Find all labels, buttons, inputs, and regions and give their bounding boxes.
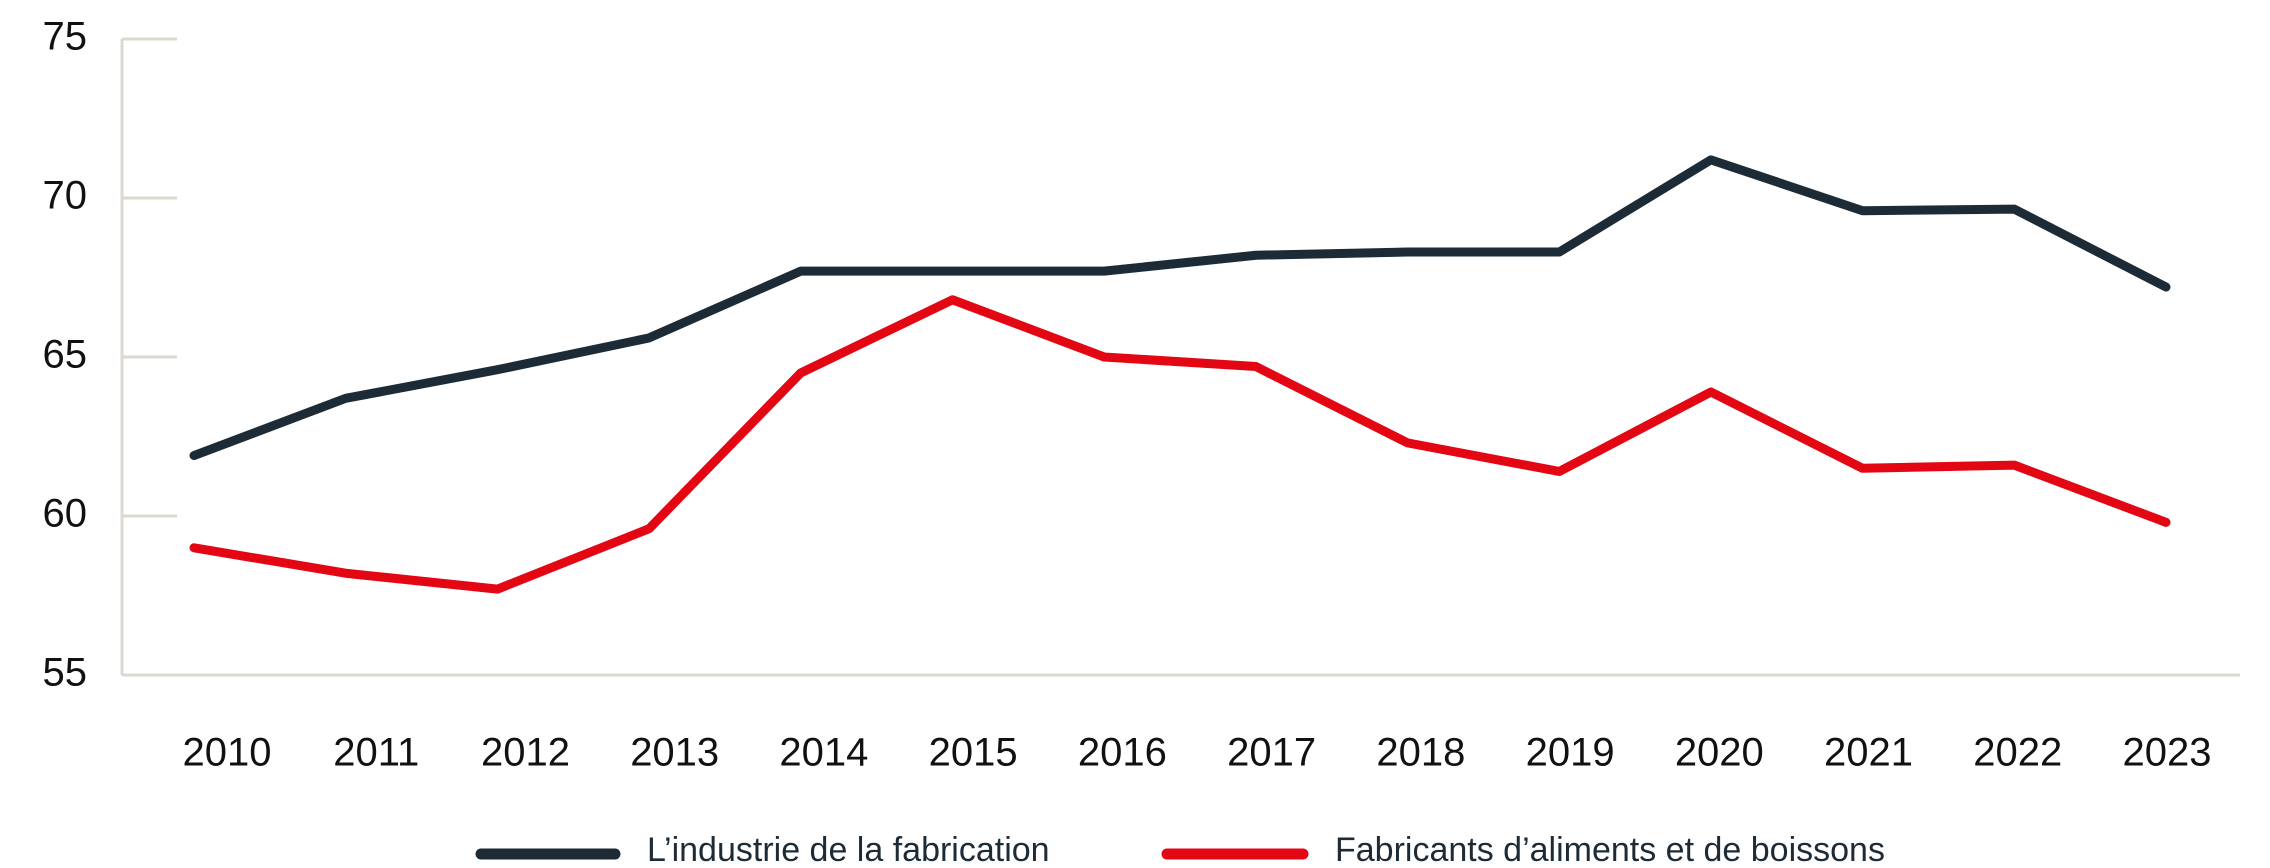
legend-label: L’industrie de la fabrication [647,831,1050,868]
x-tick-label: 2012 [481,731,570,775]
y-tick-label: 75 [43,15,88,59]
x-tick-label: 2023 [2123,731,2212,775]
x-tick-label: 2021 [1824,731,1913,775]
x-tick-label: 2017 [1227,731,1316,775]
x-tick-label: 2011 [333,731,419,775]
series-line [189,295,2171,594]
y-tick-label: 55 [43,651,88,695]
x-tick-label: 2014 [779,731,868,775]
legend-label: Fabricants d’aliments et de boissons [1335,831,1885,868]
y-tick-label: 65 [43,333,88,377]
y-tick-label: 60 [43,492,88,536]
x-tick-label: 2018 [1376,731,1465,775]
x-tick-label: 2010 [183,731,272,775]
x-tick-label: 2015 [929,731,1018,775]
x-tick-label: 2016 [1078,731,1167,775]
x-tick-label: 2013 [630,731,719,775]
y-tick-label: 70 [43,174,88,218]
x-tick-label: 2022 [1973,731,2062,775]
x-tick-label: 2020 [1675,731,1764,775]
x-tick-label: 2019 [1526,731,1615,775]
series-line [189,155,2171,461]
